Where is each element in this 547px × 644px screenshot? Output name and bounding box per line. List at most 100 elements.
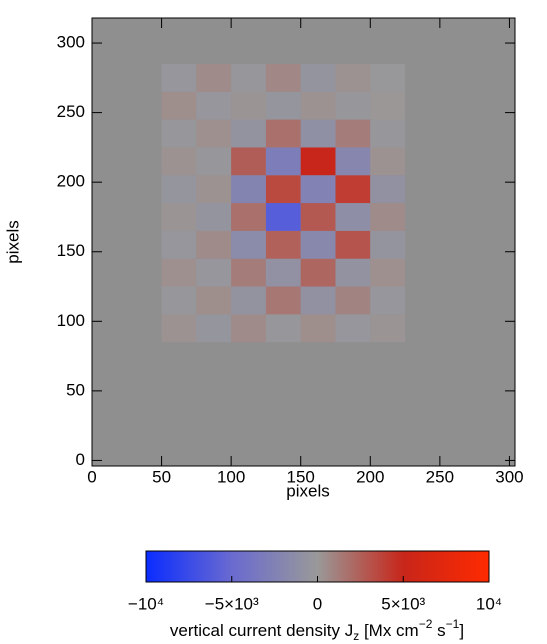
heatmap-cell: [370, 286, 406, 315]
heatmap-cell: [300, 63, 336, 92]
heatmap-cell: [161, 286, 197, 315]
x-tick-label: 300: [495, 467, 523, 486]
x-tick-label: 200: [356, 467, 384, 486]
colorbar-title-part: −1: [446, 617, 460, 631]
x-axis-title: pixels: [286, 481, 329, 500]
y-tick-label: 300: [57, 33, 85, 52]
heatmap-cell: [370, 175, 406, 204]
heatmap-cell: [370, 91, 406, 120]
plot-frame: [91, 17, 516, 467]
heatmap-cell: [231, 63, 266, 92]
heatmap-cell: [370, 147, 406, 176]
heatmap-cell: [196, 175, 232, 204]
heatmap-cell: [161, 91, 197, 120]
heatmap-cell: [265, 203, 301, 231]
heatmap-cell: [231, 314, 266, 343]
y-tick-label: 100: [57, 311, 85, 330]
x-tick-label: 0: [87, 467, 96, 486]
heatmap-cell: [231, 258, 266, 287]
heatmap-cell: [265, 258, 301, 287]
heatmap-cell: [161, 230, 197, 259]
colorbar-tick-label: −10⁴: [128, 594, 164, 613]
y-tick-label: 200: [57, 172, 85, 191]
x-tick-label: 100: [217, 467, 245, 486]
heatmap-cell: [300, 314, 336, 343]
colorbar-title: vertical current density Jz [Mx cm−2 s−1…: [170, 617, 464, 643]
heatmap-cell: [335, 230, 371, 259]
heatmap-cell: [370, 203, 406, 231]
colorbar-tick-label: 5×10³: [381, 594, 425, 613]
y-tick-label: 150: [57, 241, 85, 260]
heatmap-cell: [161, 258, 197, 287]
heatmap-cell: [231, 119, 266, 148]
y-tick-label: 50: [66, 380, 85, 399]
heatmap-cell: [300, 203, 336, 231]
x-tick-label: 250: [426, 467, 454, 486]
colorbar-title-part: vertical current density J: [170, 621, 353, 640]
heatmap-cell: [335, 91, 371, 120]
heatmap-cell: [196, 286, 232, 315]
heatmap-cell: [370, 230, 406, 259]
heatmap-cell: [196, 63, 232, 92]
colorbar-title-part: s: [432, 621, 445, 640]
heatmap-cell: [370, 258, 406, 287]
colorbar-tick-label: −5×10³: [205, 594, 259, 613]
heatmap-cell: [300, 258, 336, 287]
heatmap-cell: [335, 258, 371, 287]
heatmap-cell: [335, 119, 371, 148]
heatmap-cell: [231, 175, 266, 204]
heatmap-cell: [370, 314, 406, 343]
x-tick-label: 150: [287, 467, 315, 486]
colorbar-title-part: ]: [459, 621, 464, 640]
heatmap-cell: [265, 286, 301, 315]
y-tick-label: 250: [57, 102, 85, 121]
heatmap-cell: [196, 258, 232, 287]
heatmap-cell: [231, 147, 266, 176]
heatmap-cell: [196, 203, 232, 231]
heatmap-cell: [300, 119, 336, 148]
heatmap-cell: [196, 147, 232, 176]
heatmap-cell: [265, 175, 301, 204]
heatmap-cell: [335, 63, 371, 92]
heatmap-cell: [335, 203, 371, 231]
heatmap-cell: [335, 286, 371, 315]
x-tick-label: 50: [152, 467, 171, 486]
heatmap-cell: [161, 175, 197, 204]
heatmap-cell: [196, 314, 232, 343]
heatmap-cell: [300, 230, 336, 259]
heatmap-cell: [265, 230, 301, 259]
heatmap-cell: [370, 63, 406, 92]
heatmap-cell: [231, 203, 266, 231]
colorbar-title-part: z: [353, 629, 359, 643]
heatmap-cell: [161, 147, 197, 176]
heatmap-cell: [196, 230, 232, 259]
heatmap-cell: [161, 314, 197, 343]
y-tick-label: 0: [76, 450, 85, 469]
heatmap-cell: [300, 286, 336, 315]
heatmap-cell: [196, 119, 232, 148]
colorbar-title-part: [Mx cm: [359, 621, 419, 640]
heatmap-cell: [300, 175, 336, 204]
heatmap-cell: [300, 147, 336, 176]
heatmap-cell: [231, 230, 266, 259]
heatmap-cell: [335, 175, 371, 204]
heatmap-cell: [231, 91, 266, 120]
heatmap-cell: [265, 119, 301, 148]
heatmap-cell: [300, 91, 336, 120]
y-axis-title: pixels: [3, 220, 22, 263]
colorbar-title-part: −2: [419, 617, 433, 631]
heatmap-cell: [265, 147, 301, 176]
colorbar-tick-label: 10⁴: [476, 594, 502, 613]
heatmap-cell: [161, 203, 197, 231]
heatmap-cell: [265, 314, 301, 343]
heatmap-cell: [265, 63, 301, 92]
heatmap-cell: [161, 63, 197, 92]
heatmap-cell: [161, 119, 197, 148]
heatmap-cell: [231, 286, 266, 315]
heatmap-cell: [370, 119, 406, 148]
heatmap-cell: [265, 91, 301, 120]
heatmap-cell: [335, 147, 371, 176]
colorbar-tick-label: 0: [313, 594, 322, 613]
heatmap-cell: [196, 91, 232, 120]
